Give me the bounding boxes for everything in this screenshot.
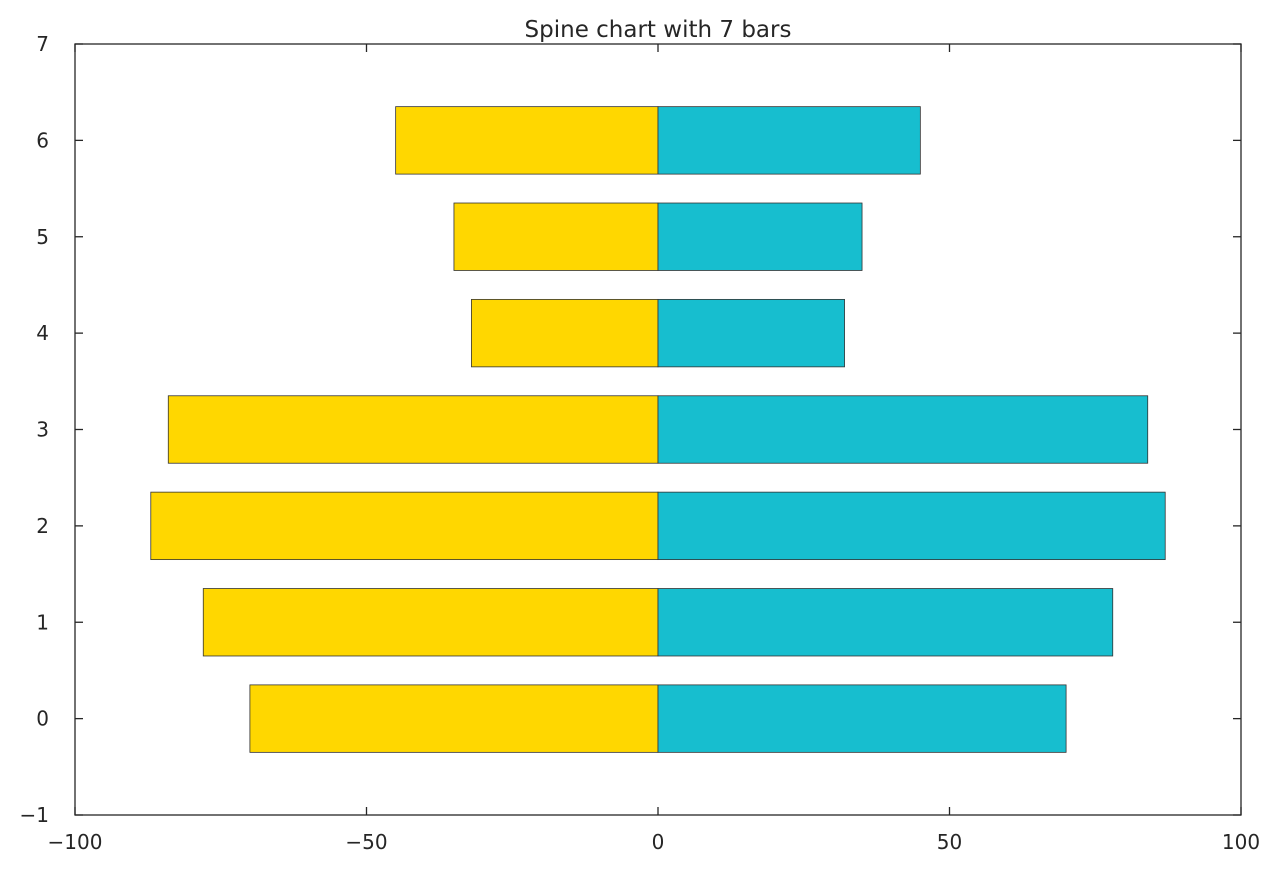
right-bar-6 <box>657 106 921 175</box>
y-tick-label: 5 <box>36 225 49 249</box>
x-tick-label: −50 <box>345 830 387 854</box>
x-tick-label: 0 <box>652 830 665 854</box>
y-tick-label: −1 <box>20 803 49 827</box>
x-tick-label: 50 <box>937 830 962 854</box>
bars-layer <box>150 106 1166 753</box>
right-bar-5 <box>657 202 863 271</box>
right-bar-3 <box>657 395 1149 464</box>
y-tick-label: 6 <box>36 128 49 152</box>
left-bar-2 <box>150 491 659 561</box>
left-bar-4 <box>471 298 659 368</box>
y-tick-label: 2 <box>36 514 49 538</box>
right-bar-4 <box>657 298 845 368</box>
right-bar-1 <box>657 588 1114 657</box>
y-tick-label: 3 <box>36 418 49 442</box>
left-bar-0 <box>249 684 659 753</box>
left-bar-6 <box>395 106 659 175</box>
ticks-layer: −100 −50 0 50 100 −1 0 1 2 3 4 5 6 7 <box>20 32 1261 854</box>
left-bar-3 <box>167 395 659 464</box>
y-tick-label: 7 <box>36 32 49 56</box>
right-bar-0 <box>657 684 1067 753</box>
left-bar-5 <box>453 202 659 271</box>
x-tick-label: 100 <box>1222 830 1260 854</box>
right-bar-2 <box>657 491 1166 561</box>
x-tick-label: −100 <box>48 830 103 854</box>
y-tick-label: 0 <box>36 707 49 731</box>
left-bar-1 <box>202 588 659 657</box>
y-tick-label: 4 <box>36 321 49 345</box>
y-tick-label: 1 <box>36 610 49 634</box>
chart-title: Spine chart with 7 bars <box>525 17 792 43</box>
